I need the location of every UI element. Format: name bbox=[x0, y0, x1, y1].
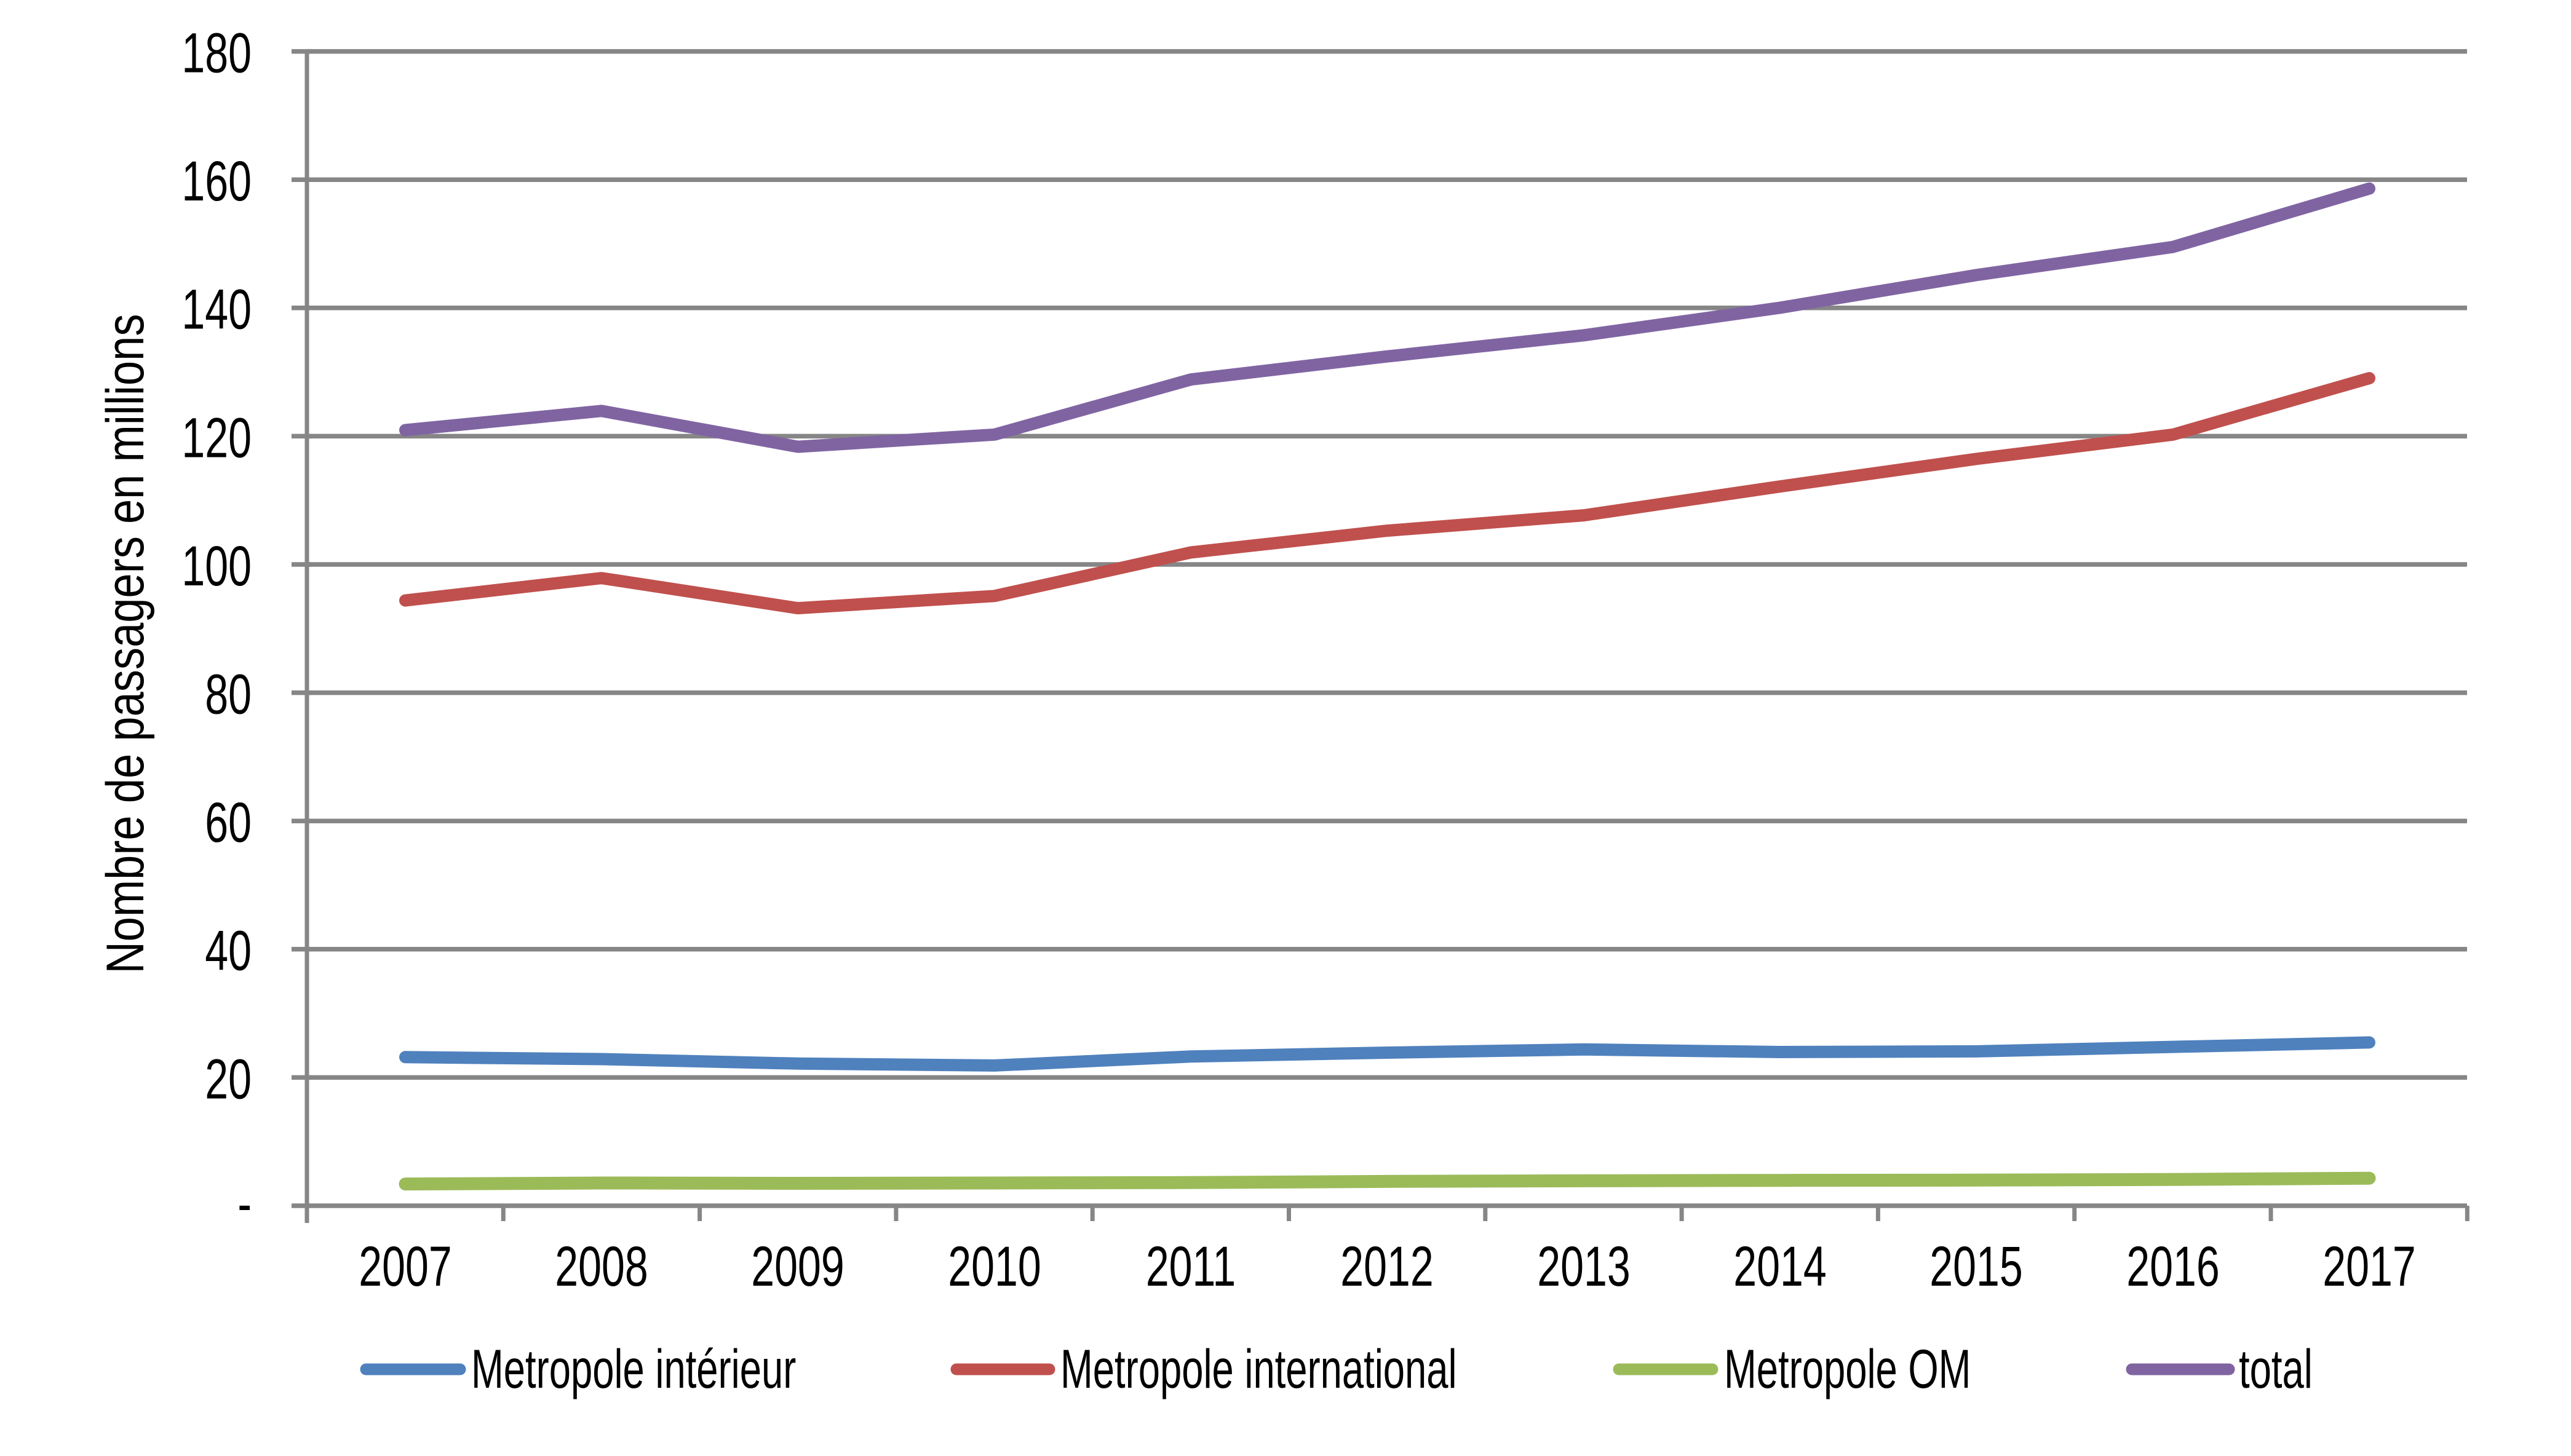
svg-text:80: 80 bbox=[205, 663, 252, 726]
svg-text:120: 120 bbox=[181, 406, 252, 469]
svg-text:2013: 2013 bbox=[1537, 1235, 1630, 1298]
svg-text:2015: 2015 bbox=[1929, 1235, 2022, 1298]
svg-text:Nombre de passagers en million: Nombre de passagers en millions bbox=[95, 314, 154, 973]
svg-text:Metropole OM: Metropole OM bbox=[1724, 1339, 1971, 1400]
svg-text:160: 160 bbox=[181, 150, 252, 213]
svg-text:2016: 2016 bbox=[2126, 1235, 2219, 1298]
svg-text:2017: 2017 bbox=[2323, 1235, 2415, 1298]
svg-text:2010: 2010 bbox=[948, 1235, 1041, 1298]
svg-text:140: 140 bbox=[181, 279, 252, 341]
svg-text:180: 180 bbox=[181, 22, 252, 85]
svg-text:100: 100 bbox=[181, 535, 252, 598]
svg-text:40: 40 bbox=[205, 920, 252, 983]
svg-text:2014: 2014 bbox=[1733, 1235, 1826, 1298]
svg-text:20: 20 bbox=[205, 1048, 252, 1110]
svg-text:Metropole intérieur: Metropole intérieur bbox=[471, 1339, 796, 1400]
svg-text:60: 60 bbox=[205, 791, 252, 854]
svg-text:2008: 2008 bbox=[555, 1235, 648, 1298]
svg-text:2009: 2009 bbox=[751, 1235, 844, 1298]
svg-text:-: - bbox=[237, 1173, 252, 1235]
svg-text:2007: 2007 bbox=[359, 1235, 451, 1298]
svg-text:Metropole international: Metropole international bbox=[1060, 1339, 1457, 1400]
svg-text:2012: 2012 bbox=[1340, 1235, 1433, 1298]
svg-text:2011: 2011 bbox=[1146, 1235, 1236, 1298]
svg-text:total: total bbox=[2239, 1339, 2313, 1400]
